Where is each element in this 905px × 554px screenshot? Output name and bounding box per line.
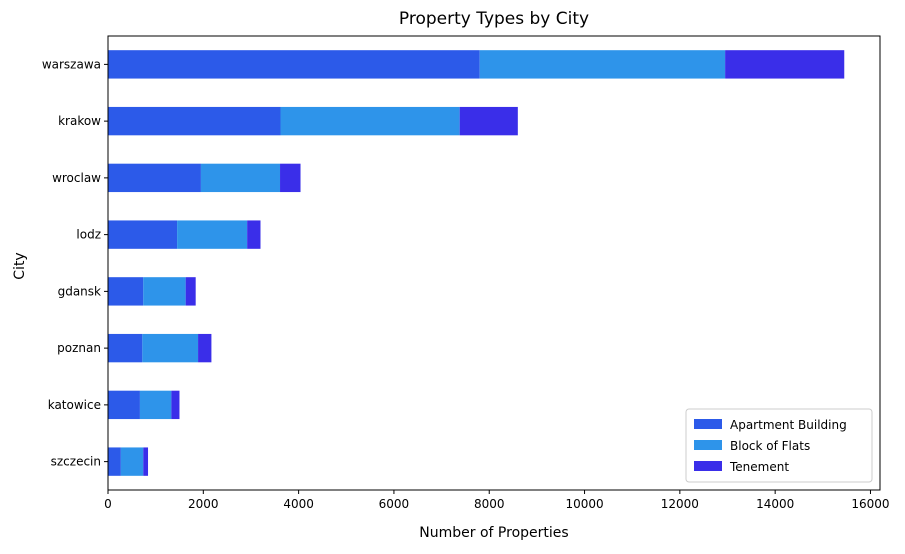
y-tick-label-warszawa: warszawa — [42, 57, 101, 71]
legend-swatch-1 — [694, 440, 722, 450]
bar-szczecin-series-2 — [143, 447, 149, 476]
y-tick-label-lodz: lodz — [76, 228, 101, 242]
bar-krakow-series-2 — [459, 106, 518, 136]
x-tick-label: 4000 — [283, 497, 314, 511]
bar-warszawa-series-0 — [108, 50, 480, 79]
bar-warszawa-series-1 — [479, 50, 726, 79]
y-tick-label-katowice: katowice — [48, 398, 101, 412]
x-tick-label: 8000 — [474, 497, 505, 511]
legend-label-2: Tenement — [729, 460, 789, 474]
chart-title: Property Types by City — [399, 9, 589, 29]
x-tick-label: 10000 — [565, 497, 603, 511]
bar-poznan-series-0 — [108, 333, 143, 363]
y-tick-label-krakow: krakow — [58, 114, 101, 128]
x-tick-label: 2000 — [188, 497, 219, 511]
legend-box — [685, 408, 873, 483]
bar-katowice-series-2 — [171, 390, 180, 420]
bar-lodz-series-1 — [177, 220, 248, 249]
bar-gdansk-series-1 — [143, 277, 186, 306]
plot-frame — [107, 35, 881, 491]
x-axis-label: Number of Properties — [419, 525, 568, 541]
bar-szczecin-series-1 — [120, 447, 144, 476]
legend: Apartment Building Block of Flats Tenement — [685, 408, 873, 483]
bar-wroclaw-series-0 — [108, 163, 201, 193]
x-tick-label: 12000 — [661, 497, 699, 511]
axes-group: 0 2000 4000 6000 8000 10000 12000 14000 16000 war… — [42, 35, 890, 511]
x-tick-label: 16000 — [851, 497, 889, 511]
y-tick-label-szczecin: szczecin — [51, 455, 101, 469]
bars-group — [108, 50, 845, 476]
legend-swatch-2 — [694, 461, 722, 471]
bar-katowice-series-0 — [108, 390, 140, 420]
bar-wroclaw-series-1 — [200, 163, 281, 193]
y-tick-label-gdansk: gdansk — [58, 284, 101, 298]
bar-poznan-series-2 — [198, 333, 212, 363]
bar-wroclaw-series-2 — [280, 163, 301, 193]
bar-lodz-series-2 — [247, 220, 261, 249]
x-tick-label: 6000 — [379, 497, 410, 511]
bar-szczecin-series-0 — [108, 447, 121, 476]
bar-gdansk-series-2 — [185, 277, 196, 306]
bar-poznan-series-1 — [142, 333, 199, 363]
bar-warszawa-series-2 — [725, 50, 845, 79]
x-tick-label: 14000 — [756, 497, 794, 511]
bar-krakow-series-0 — [108, 106, 281, 136]
x-tick-label: 0 — [104, 497, 112, 511]
y-tick-label-wroclaw: wroclaw — [52, 171, 101, 185]
y-tick-label-poznan: poznan — [57, 341, 101, 355]
bar-lodz-series-0 — [108, 220, 178, 249]
bar-katowice-series-1 — [139, 390, 172, 420]
bar-gdansk-series-0 — [108, 277, 144, 306]
bar-krakow-series-1 — [280, 106, 460, 136]
legend-swatch-0 — [694, 419, 722, 429]
legend-label-0: Apartment Building — [730, 418, 847, 432]
legend-label-1: Block of Flats — [730, 439, 810, 453]
y-axis-label: City — [12, 252, 28, 279]
